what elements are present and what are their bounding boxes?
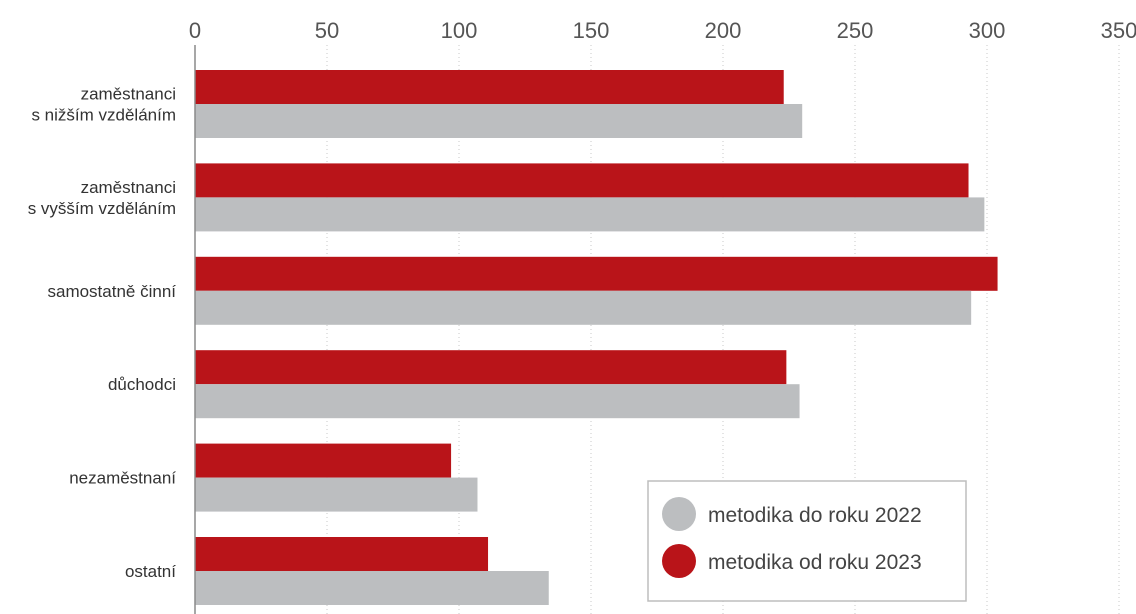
x-tick-label: 350 bbox=[1101, 18, 1136, 43]
legend: metodika do roku 2022 metodika od roku 20… bbox=[647, 480, 967, 602]
bars bbox=[195, 70, 998, 605]
x-tick-label: 300 bbox=[969, 18, 1006, 43]
category-label-line: ostatní bbox=[125, 562, 176, 581]
bar-metodika-2022 bbox=[195, 571, 549, 605]
bar-metodika-2022 bbox=[195, 290, 972, 325]
bar-metodika-2022 bbox=[195, 197, 985, 232]
bar-metodika-2023 bbox=[195, 163, 969, 198]
category-label: samostatně činní bbox=[47, 282, 176, 301]
category-label-line: s vyšším vzděláním bbox=[28, 199, 176, 218]
bar-metodika-2023 bbox=[195, 70, 784, 104]
category-label: zaměstnanci s vyšším vzděláním bbox=[28, 178, 176, 218]
bar-metodika-2022 bbox=[195, 477, 478, 512]
category-label-line: nezaměstnaní bbox=[69, 469, 176, 488]
bar-metodika-2023 bbox=[195, 256, 998, 291]
x-tick-label: 100 bbox=[441, 18, 478, 43]
legend-label: metodika od roku 2023 bbox=[708, 551, 922, 574]
x-tick-label: 250 bbox=[837, 18, 874, 43]
bar-metodika-2023 bbox=[195, 443, 452, 478]
category-label-line: zaměstnanci bbox=[81, 178, 176, 197]
category-label: ostatní bbox=[125, 562, 176, 581]
category-label-line: samostatně činní bbox=[47, 282, 176, 301]
x-tick-label: 0 bbox=[189, 18, 201, 43]
legend-swatch bbox=[662, 544, 696, 578]
x-tick-label: 50 bbox=[315, 18, 339, 43]
x-tick-label: 200 bbox=[705, 18, 742, 43]
bar-metodika-2022 bbox=[195, 104, 803, 138]
bar-metodika-2023 bbox=[195, 537, 489, 571]
category-label-line: zaměstnanci bbox=[81, 85, 176, 104]
x-axis-tick-labels: 0 50 100 150 200 250 300 350 bbox=[189, 18, 1136, 43]
category-label-line: důchodci bbox=[108, 375, 176, 394]
category-label: důchodci bbox=[108, 375, 176, 394]
x-tick-label: 150 bbox=[573, 18, 610, 43]
bar-metodika-2023 bbox=[195, 350, 787, 385]
category-label: zaměstnanci s nižším vzděláním bbox=[31, 85, 176, 125]
bar-metodika-2022 bbox=[195, 384, 800, 419]
category-labels: zaměstnanci s nižším vzdělánímzaměstnanci… bbox=[28, 85, 177, 582]
legend-label: metodika do roku 2022 bbox=[708, 504, 922, 527]
legend-box bbox=[647, 480, 967, 602]
legend-swatch bbox=[662, 497, 696, 531]
grid-lines bbox=[326, 45, 1120, 614]
category-label: nezaměstnaní bbox=[69, 469, 176, 488]
category-label-line: s nižším vzděláním bbox=[31, 106, 176, 125]
